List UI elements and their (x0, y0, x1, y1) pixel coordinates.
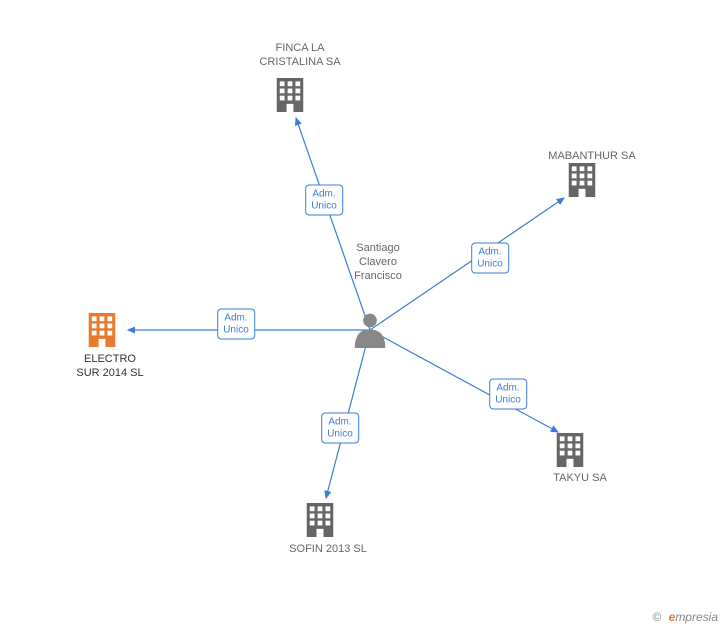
node-label: SOFIN 2013 SL (289, 543, 367, 557)
edge-label: Adm. Unico (489, 379, 527, 410)
node-label: TAKYU SA (553, 472, 607, 486)
edge-label: Adm. Unico (305, 185, 343, 216)
footer-brand: © empresia (652, 610, 718, 624)
building-icon (277, 78, 304, 112)
edge-line (370, 330, 558, 432)
building-icon (307, 503, 334, 537)
center-node-label: Santiago Clavero Francisco (354, 242, 402, 283)
copyright-symbol: © (652, 610, 661, 624)
brand-rest: mpresia (675, 610, 718, 624)
edge-label: Adm. Unico (471, 243, 509, 274)
building-icon (557, 433, 584, 467)
person-icon (355, 314, 386, 348)
node-label: ELECTRO SUR 2014 SL (76, 353, 143, 381)
diagram-canvas (0, 0, 728, 630)
node-label: MABANTHUR SA (548, 150, 635, 164)
building-icon (89, 313, 116, 347)
node-label: FINCA LA CRISTALINA SA (259, 42, 340, 70)
edge-line (296, 118, 370, 330)
edge-label: Adm. Unico (217, 309, 255, 340)
edge-label: Adm. Unico (321, 413, 359, 444)
building-icon (569, 163, 596, 197)
